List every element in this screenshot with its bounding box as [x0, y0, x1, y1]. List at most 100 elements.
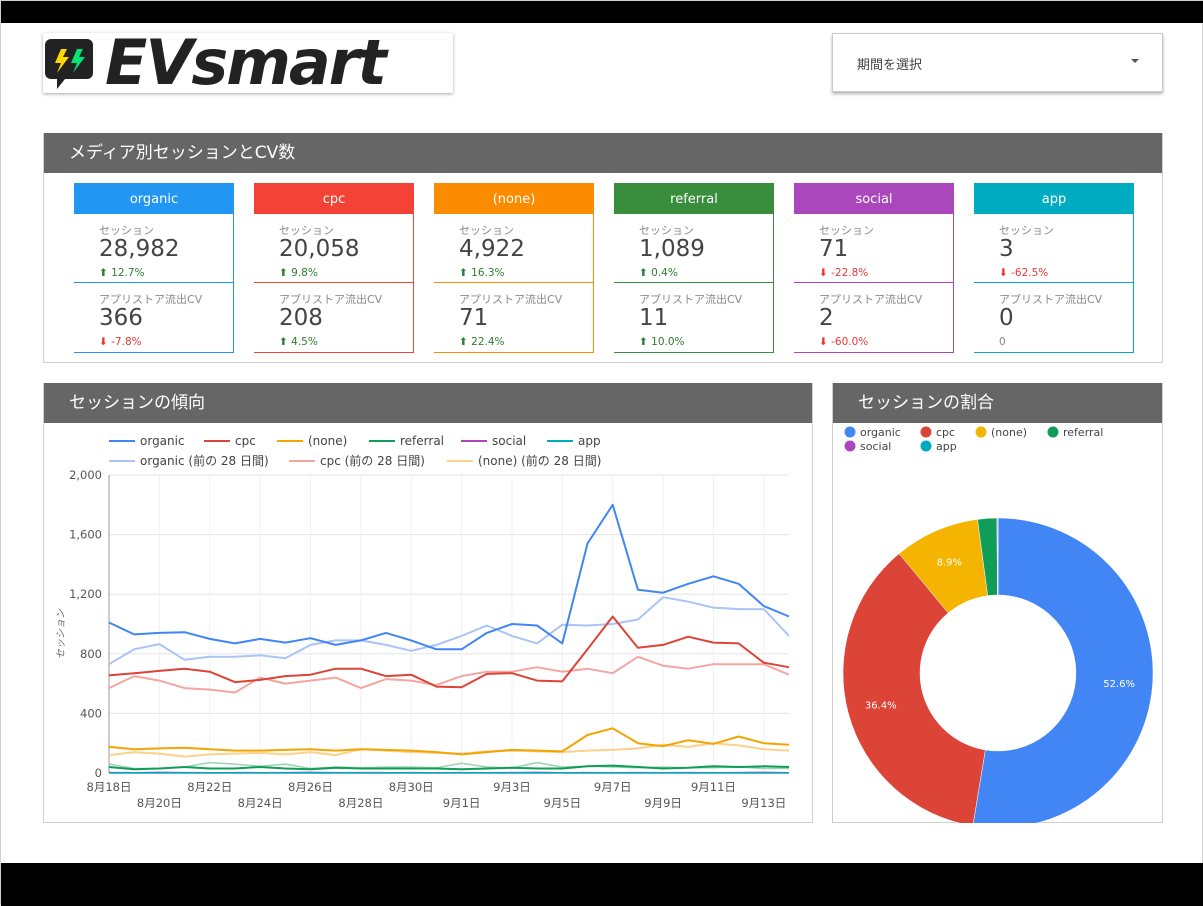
card-media-name: app: [974, 183, 1134, 214]
top-black-bar: [1, 1, 1203, 23]
card-sessions-change-value: 0.4%: [651, 267, 678, 279]
card-sessions-value: 28,982: [99, 236, 179, 262]
brand-wordmark: EVsmart: [105, 33, 385, 93]
legend-label: app: [936, 440, 957, 453]
trend-arrow-icon: ⬆: [459, 267, 471, 279]
legend-dot: [921, 427, 932, 438]
card-cv-change-value: 4.5%: [291, 336, 318, 348]
card-sessions-value: 1,089: [639, 236, 705, 262]
card-cv-value: 2: [819, 305, 834, 331]
legend-label: social: [492, 434, 526, 448]
card-cv-change-value: -60.0%: [831, 336, 868, 348]
card-media-name: cpc: [254, 183, 414, 214]
card-sessions-change: ⬆ 9.8%: [279, 267, 318, 279]
card-sessions-change-value: -62.5%: [1011, 267, 1048, 279]
legend-label: cpc (前の 28 日間): [320, 453, 425, 468]
trend-panel-title: セッションの傾向: [44, 383, 812, 423]
card-cv-change-value: 10.0%: [651, 336, 684, 348]
y-tick-label: 1,200: [69, 587, 102, 601]
trend-arrow-icon: ⬇: [99, 336, 111, 348]
card-sessions-value: 71: [819, 236, 848, 262]
card-cv-label: アプリストア流出CV: [999, 291, 1102, 307]
legend-dot: [1048, 427, 1059, 438]
x-tick-label: 9月13日: [741, 796, 786, 810]
card-media-name: referral: [614, 183, 774, 214]
card-sessions-change-value: 16.3%: [471, 267, 504, 279]
trend-arrow-icon: ⬆: [459, 336, 471, 348]
period-selector-label: 期間を選択: [857, 54, 922, 73]
card-cv-change: 0: [999, 336, 1006, 348]
series-line-organic: [109, 505, 789, 650]
legend-label: app: [578, 434, 601, 448]
legend-dot: [845, 427, 856, 438]
media-panel-title: メディア別セッションとCV数: [44, 133, 1162, 173]
card-media-name: (none): [434, 183, 594, 214]
card-cv-value: 208: [279, 305, 323, 331]
card-cv-change-value: -7.8%: [111, 336, 141, 348]
legend-label: (none): [308, 434, 347, 448]
trend-arrow-icon: ⬇: [999, 267, 1011, 279]
legend-label: referral: [400, 434, 444, 448]
y-tick-label: 800: [80, 647, 102, 661]
card-sessions-value: 20,058: [279, 236, 359, 262]
card-cv-value: 366: [99, 305, 143, 331]
legend-label: cpc: [235, 434, 256, 448]
card-sessions-change: ⬆ 16.3%: [459, 267, 505, 279]
legend-label: (none) (前の 28 日間): [478, 453, 601, 468]
trend-arrow-icon: ⬆: [99, 267, 111, 279]
legend-dot: [845, 441, 856, 452]
pie-value-label: 52.6%: [1103, 679, 1135, 690]
x-tick-label: 8月18日: [87, 780, 132, 794]
trend-arrow-icon: ⬇: [819, 336, 831, 348]
x-tick-label: 9月5日: [544, 796, 582, 810]
card-media-name: social: [794, 183, 954, 214]
x-tick-label: 8月30日: [389, 780, 434, 794]
card-sessions-change: ⬇ -22.8%: [819, 267, 868, 279]
series-line-none: [109, 728, 789, 754]
x-tick-label: 9月1日: [443, 796, 481, 810]
x-tick-label: 8月24日: [238, 796, 283, 810]
card-cv-change: ⬇ -60.0%: [819, 336, 868, 348]
lightning-icon: [43, 35, 99, 91]
x-tick-label: 8月22日: [187, 780, 232, 794]
series-line-cpc: [109, 617, 789, 688]
x-tick-label: 9月11日: [691, 780, 736, 794]
legend-label: referral: [1063, 426, 1103, 439]
trend-arrow-icon: ⬆: [639, 267, 651, 279]
trend-arrow-icon: ⬆: [279, 336, 291, 348]
y-tick-label: 400: [80, 706, 102, 720]
period-selector[interactable]: 期間を選択: [832, 33, 1163, 92]
card-sessions-change-value: 12.7%: [111, 267, 144, 279]
dropdown-arrow-icon: [1130, 56, 1140, 66]
card-cv-label: アプリストア流出CV: [819, 291, 922, 307]
legend-label: organic: [860, 426, 901, 439]
bottom-black-bar: [1, 863, 1203, 906]
pie-value-label: 8.9%: [937, 558, 962, 569]
card-media-name: organic: [74, 183, 234, 214]
pie-slice-organic: [973, 518, 1153, 823]
card-cv-value: 71: [459, 305, 488, 331]
y-tick-label: 2,000: [69, 468, 102, 482]
card-cv-value: 0: [999, 305, 1014, 331]
legend-label: (none): [991, 426, 1027, 439]
legend-label: social: [860, 440, 891, 453]
legend-dot: [921, 441, 932, 452]
